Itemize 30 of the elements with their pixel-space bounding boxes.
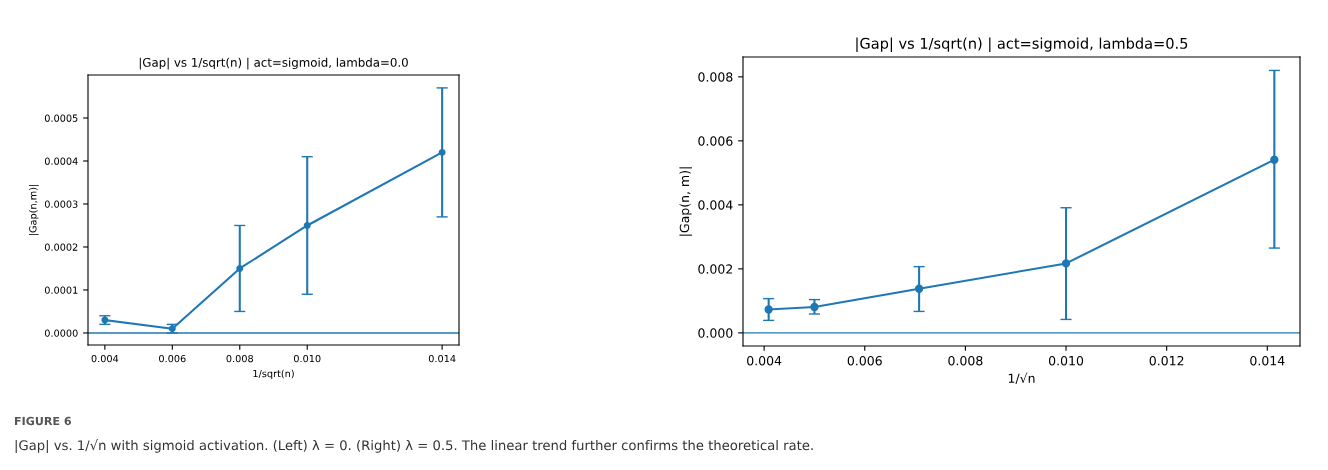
y-tick-label: 0.002 <box>698 264 733 274</box>
x-tick-label: 0.006 <box>847 355 882 366</box>
x-tick-label: 0.010 <box>1048 355 1084 366</box>
chart-title: |Gap| vs 1/sqrt(n) | act=sigmoid, lambda=0.0 <box>139 57 408 70</box>
y-tick-label: 0.004 <box>698 200 733 210</box>
y-axis-title: |Gap(n, m)| <box>679 167 692 236</box>
chart-title: |Gap| vs 1/sqrt(n) | act=sigmoid, lambda=0.5 <box>856 37 1188 53</box>
x-tick-label: 0.008 <box>948 355 983 366</box>
y-tick-label: 0.0004 <box>44 157 78 165</box>
caption: FIGURE 6 <box>15 416 72 426</box>
y-tick-label: 0.006 <box>698 136 733 146</box>
y-tick-label: 0.0002 <box>44 243 78 251</box>
x-tick-label: 0.006 <box>159 354 186 363</box>
x-tick-label: 0.008 <box>226 354 254 363</box>
x-axis-title: 1/sqrt(n) <box>253 369 294 380</box>
x-tick-label: 0.014 <box>1250 355 1285 366</box>
y-tick-label: 0.0005 <box>44 114 78 122</box>
y-tick-label: 0.008 <box>698 72 733 82</box>
x-axis-title: 1/√n <box>1008 372 1035 385</box>
y-tick-label: 0.0000 <box>44 329 78 337</box>
y-tick-label: 0.000 <box>698 328 733 338</box>
y-axis-title: |Gap(n,m)| <box>28 184 39 236</box>
text: |Gap| vs. 1/√n with sigmoid activation. (Left) λ = 0. (Right) λ = 0.5. The linear trend further confirms the theoretical rate. <box>15 439 813 454</box>
x-tick-label: 0.010 <box>293 354 321 363</box>
x-tick-label: 0.012 <box>1149 355 1184 366</box>
x-tick-label: 0.004 <box>747 355 782 366</box>
y-tick-label: 0.0001 <box>44 286 78 294</box>
x-tick-label: 0.014 <box>428 354 456 363</box>
x-tick-label: 0.004 <box>91 354 119 363</box>
y-tick-label: 0.0003 <box>44 200 78 208</box>
